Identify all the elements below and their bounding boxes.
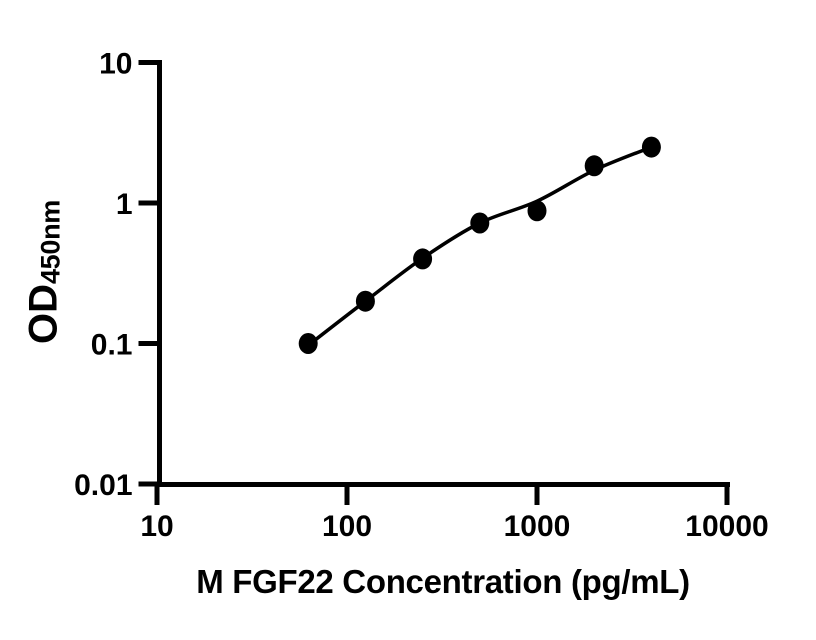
y-tick-label: 0.1 [91, 329, 133, 362]
x-tick-label: 10 [140, 510, 173, 543]
y-tick-label: 10 [99, 48, 132, 81]
data-point [584, 155, 604, 177]
y-axis-title-main: OD [21, 284, 66, 345]
y-tick-label: 0.01 [74, 469, 132, 502]
data-point [641, 136, 661, 158]
y-tick-label: 1 [116, 188, 133, 221]
data-point [527, 200, 547, 222]
fit-curve [306, 145, 654, 348]
x-tick-label: 100 [322, 510, 372, 543]
x-tick-label: 10000 [685, 510, 768, 543]
data-point [470, 212, 490, 234]
x-axis-title: M FGF22 Concentration (pg/mL) [196, 563, 690, 600]
y-axis-title-subscript: 450nm [35, 199, 66, 285]
x-tick-label: 1000 [504, 510, 571, 543]
data-point [355, 290, 375, 312]
y-axis-title: OD450nm [22, 200, 67, 344]
data-point [298, 333, 318, 354]
data-point [413, 248, 433, 270]
